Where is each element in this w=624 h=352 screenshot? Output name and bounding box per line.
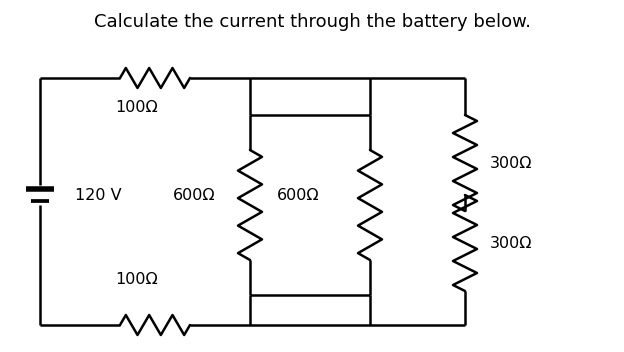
Text: 120 V: 120 V — [75, 188, 122, 202]
Text: 600Ω: 600Ω — [172, 188, 215, 202]
Text: 300Ω: 300Ω — [490, 235, 532, 251]
Text: 600Ω: 600Ω — [278, 188, 320, 202]
Text: Calculate the current through the battery below.: Calculate the current through the batter… — [94, 13, 530, 31]
Text: 100Ω: 100Ω — [115, 101, 158, 115]
Text: 100Ω: 100Ω — [115, 272, 158, 288]
Text: 300Ω: 300Ω — [490, 156, 532, 170]
